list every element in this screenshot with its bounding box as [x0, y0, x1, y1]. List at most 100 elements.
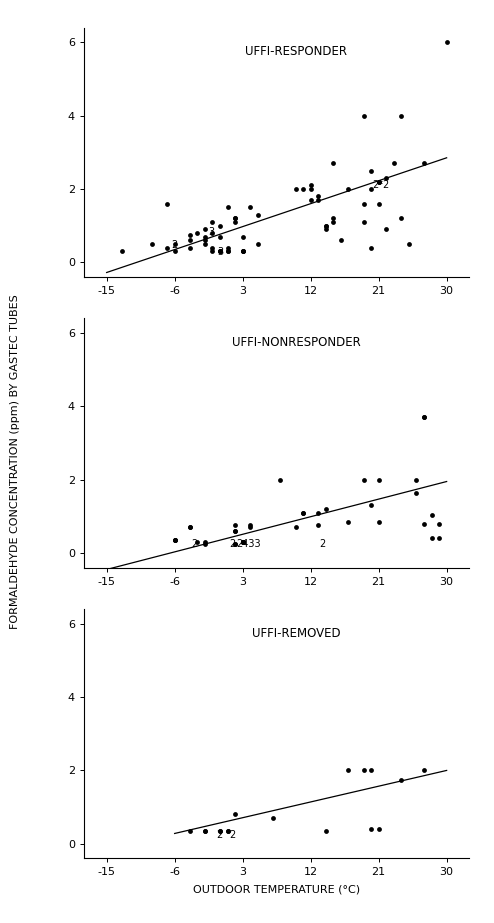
Point — [224, 823, 232, 838]
Point — [314, 189, 322, 204]
Point — [367, 498, 375, 513]
Point — [412, 473, 420, 487]
Point — [254, 236, 262, 251]
Point — [428, 507, 436, 521]
Point — [224, 244, 232, 258]
Point — [201, 534, 209, 549]
Point — [239, 534, 247, 549]
Point — [224, 244, 232, 258]
Point — [216, 244, 224, 258]
Text: 2: 2 — [191, 539, 198, 549]
Point — [186, 227, 194, 242]
Text: 2433: 2433 — [237, 539, 261, 549]
Point — [360, 197, 368, 211]
Point — [216, 229, 224, 244]
Point — [201, 222, 209, 236]
Point — [291, 182, 299, 197]
Text: 2: 2 — [171, 240, 177, 249]
Point — [186, 520, 194, 534]
Point — [374, 473, 382, 487]
Point — [216, 218, 224, 233]
Point — [322, 218, 329, 233]
Point — [367, 821, 375, 836]
Point — [367, 240, 375, 255]
Point — [420, 516, 428, 531]
Point — [186, 520, 194, 534]
Point — [344, 182, 352, 197]
Point — [231, 210, 239, 225]
Point — [254, 208, 262, 222]
Text: 3: 3 — [218, 247, 224, 257]
Point — [193, 225, 201, 240]
Point — [148, 236, 156, 251]
Point — [291, 520, 299, 534]
Point — [435, 531, 443, 545]
Text: 2: 2 — [320, 539, 326, 549]
Point — [171, 533, 179, 547]
Point — [367, 163, 375, 178]
Point — [374, 174, 382, 189]
Text: UFFI-NONRESPONDER: UFFI-NONRESPONDER — [232, 336, 360, 349]
Point — [201, 823, 209, 838]
Point — [307, 178, 315, 193]
Point — [208, 244, 216, 258]
Point — [367, 763, 375, 778]
Point — [443, 35, 451, 50]
Point — [163, 197, 171, 211]
Point — [216, 244, 224, 258]
Point — [246, 200, 254, 215]
Point — [216, 823, 224, 838]
Point — [382, 171, 390, 186]
Point — [246, 520, 254, 534]
Point — [239, 244, 247, 258]
Point — [299, 182, 307, 197]
X-axis label: OUTDOOR TEMPERATURE (°C): OUTDOOR TEMPERATURE (°C) — [193, 884, 360, 894]
Point — [329, 210, 337, 225]
Point — [171, 533, 179, 547]
Point — [186, 823, 194, 838]
Text: 2: 2 — [229, 830, 235, 840]
Point — [269, 810, 277, 825]
Point — [420, 410, 428, 425]
Point — [374, 197, 382, 211]
Text: UFFI-RESPONDER: UFFI-RESPONDER — [245, 45, 347, 58]
Point — [382, 222, 390, 236]
Point — [322, 823, 329, 838]
Point — [231, 214, 239, 229]
Point — [374, 514, 382, 529]
Point — [435, 516, 443, 531]
Text: 2: 2 — [216, 830, 222, 840]
Text: 2*2: 2*2 — [372, 180, 390, 190]
Point — [239, 534, 247, 549]
Point — [201, 823, 209, 838]
Point — [299, 505, 307, 520]
Point — [420, 763, 428, 778]
Point — [224, 200, 232, 215]
Point — [397, 108, 405, 123]
Point — [201, 236, 209, 251]
Point — [344, 763, 352, 778]
Point — [239, 534, 247, 549]
Point — [360, 108, 368, 123]
Text: UFFI-REMOVED: UFFI-REMOVED — [251, 627, 340, 640]
Point — [412, 485, 420, 500]
Point — [171, 236, 179, 251]
Point — [231, 523, 239, 538]
Point — [397, 210, 405, 225]
Point — [405, 236, 413, 251]
Point — [428, 531, 436, 545]
Point — [246, 518, 254, 533]
Point — [239, 229, 247, 244]
Text: FORMALDEHYDE CONCENTRATION (ppm) BY GASTEC TUBES: FORMALDEHYDE CONCENTRATION (ppm) BY GAST… — [10, 294, 20, 629]
Point — [118, 244, 125, 258]
Point — [208, 225, 216, 240]
Point — [239, 244, 247, 258]
Point — [231, 536, 239, 551]
Point — [208, 214, 216, 229]
Point — [344, 514, 352, 529]
Point — [171, 533, 179, 547]
Point — [277, 473, 285, 487]
Point — [374, 821, 382, 836]
Point — [208, 240, 216, 255]
Point — [231, 518, 239, 533]
